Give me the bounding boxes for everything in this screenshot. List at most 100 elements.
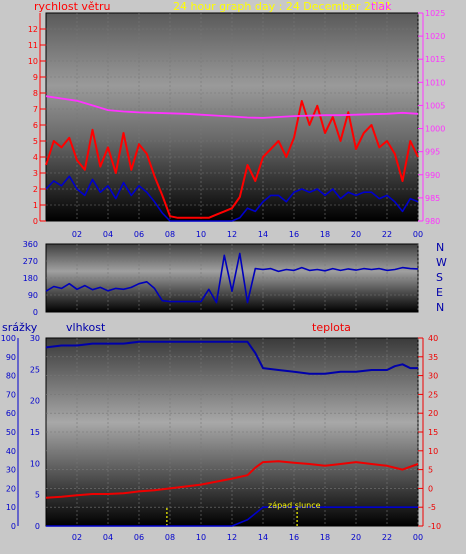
panel-3-temp-tick--10: -10: [428, 522, 441, 531]
panel-1-xtick-18: 18: [320, 230, 330, 239]
panel-1-xtick-00: 00: [413, 230, 423, 239]
panel-1-grid: [46, 13, 419, 221]
panel-1-xtick-16: 16: [289, 230, 299, 239]
panel-2-ytick-90: 90: [28, 291, 38, 300]
panel-3-humidity-tick-25: 25: [30, 365, 40, 374]
panel-3-temp-tick--5: -5: [428, 503, 436, 512]
panel-3-rain-tick-70: 70: [6, 390, 16, 399]
compass-label-0: N: [436, 241, 444, 254]
panel-3-temp-tick-35: 35: [428, 353, 438, 362]
temperature-line: [45, 460, 419, 499]
panel-1-ytick-6: 6: [33, 121, 38, 130]
chart-3-ylabel: srážky: [2, 321, 38, 334]
rain-line: [46, 506, 418, 527]
tick-labels: 02 04 06 08 10 12 14 16 18 20 22 000123456789101112…: [1, 9, 447, 542]
panel-3-xtick-20: 20: [351, 533, 361, 542]
panel-1-y2tick-980: 980: [425, 217, 440, 226]
panel-3-humidity-tick-20: 20: [30, 397, 40, 406]
panel-2-grid: [46, 244, 419, 312]
panel-2-ytick-0: 0: [33, 308, 38, 317]
panel-3-rain-tick-80: 80: [6, 372, 16, 381]
panel-1-xtick-12: 12: [227, 230, 237, 239]
chart-1-title: 24 hour graph day : 24 December 2021: [173, 0, 392, 13]
panel-3-xtick-08: 08: [165, 533, 175, 542]
panel-3-temp-tick-40: 40: [428, 334, 438, 343]
panel-1-ytick-12: 12: [28, 25, 38, 34]
panel-1-xtick-10: 10: [196, 230, 206, 239]
panel-3-temp-tick-20: 20: [428, 409, 438, 418]
wind-speed-line: [45, 175, 419, 222]
panel-1-ytick-10: 10: [28, 57, 38, 66]
panel-3-xtick-10: 10: [196, 533, 206, 542]
panel-3-temp-tick-15: 15: [428, 428, 438, 437]
panel-1-ytick-8: 8: [33, 89, 38, 98]
panel-1-ytick-7: 7: [33, 105, 38, 114]
panel-3-temp-tick-10: 10: [428, 447, 438, 456]
panel-1-xtick-02: 02: [72, 230, 82, 239]
panel-1-y2tick-1000: 1000: [425, 125, 445, 134]
panel-3-temp-tick-5: 5: [428, 466, 433, 475]
panel-3-xtick-18: 18: [320, 533, 330, 542]
panel-3-temp-tick-30: 30: [428, 372, 438, 381]
panel-3-xtick-12: 12: [227, 533, 237, 542]
panel-1-ytick-9: 9: [33, 73, 38, 82]
panel-1-ytick-0: 0: [33, 217, 38, 226]
panel-2-ytick-360: 360: [23, 240, 38, 249]
panel-1-ytick-11: 11: [28, 41, 38, 50]
wind-gust-line: [45, 100, 419, 219]
panel-3-humidity-tick-0: 0: [35, 522, 40, 531]
panel-2-ytick-180: 180: [23, 274, 38, 283]
panel-3-rain-tick-60: 60: [6, 409, 16, 418]
panel-3-rain-tick-10: 10: [6, 503, 16, 512]
panel-2-ytick-270: 270: [23, 257, 38, 266]
panel-3-xtick-22: 22: [382, 533, 392, 542]
panel-3-rain-tick-100: 100: [1, 334, 16, 343]
panel-3-xtick-02: 02: [72, 533, 82, 542]
compass-label-2: S: [436, 271, 443, 284]
panel-3-xtick-04: 04: [103, 533, 113, 542]
panel-1-ytick-2: 2: [33, 185, 38, 194]
wind-direction-line: [45, 252, 419, 304]
panel-1-y2tick-1005: 1005: [425, 101, 445, 110]
chart-1-ylabel: rychlost větru: [34, 0, 110, 13]
sunset-annotation: západ slunce: [268, 501, 321, 510]
chart-3-humidity-label: vlhkost: [66, 321, 106, 334]
compass-label-1: W: [436, 256, 447, 269]
chart-3-y2label: teplota: [312, 321, 351, 334]
panel-1-y2tick-985: 985: [425, 194, 440, 203]
panel-1-xtick-04: 04: [103, 230, 113, 239]
panel-1-xtick-06: 06: [134, 230, 144, 239]
panel-1-y2tick-990: 990: [425, 171, 440, 180]
panel-3-xtick-14: 14: [258, 533, 268, 542]
panel-1-ytick-1: 1: [33, 201, 38, 210]
panel-1-y2tick-995: 995: [425, 148, 440, 157]
panel-1-xtick-22: 22: [382, 230, 392, 239]
panel-1-y2tick-1015: 1015: [425, 55, 445, 64]
compass-label-3: E: [436, 286, 443, 299]
panel-3-xtick-00: 00: [413, 533, 423, 542]
panel-3-humidity-tick-10: 10: [30, 459, 40, 468]
panel-3-xtick-06: 06: [134, 533, 144, 542]
panel-3-rain-tick-20: 20: [6, 484, 16, 493]
panel-3-rain-tick-30: 30: [6, 466, 16, 475]
panel-3-temp-tick-0: 0: [428, 484, 433, 493]
panel-1-ytick-3: 3: [33, 169, 38, 178]
panel-3-rain-tick-0: 0: [11, 522, 16, 531]
panel-3-rain-tick-90: 90: [6, 353, 16, 362]
panel-1-ytick-4: 4: [33, 153, 38, 162]
panel-3-humidity-tick-30: 30: [30, 334, 40, 343]
panel-1-xtick-14: 14: [258, 230, 268, 239]
panel-1-y2tick-1010: 1010: [425, 78, 445, 87]
panel-3-rain-tick-50: 50: [6, 428, 16, 437]
panel-3-temp-tick-25: 25: [428, 390, 438, 399]
chart-1-y2label: tlak: [371, 0, 392, 13]
panel-1-xtick-08: 08: [165, 230, 175, 239]
chart-marks: [45, 95, 419, 527]
panel-3-humidity-tick-5: 5: [35, 491, 40, 500]
panel-3-xtick-16: 16: [289, 533, 299, 542]
panel-3-rain-tick-40: 40: [6, 447, 16, 456]
panel-3-humidity-tick-15: 15: [30, 428, 40, 437]
panel-1-y2tick-1020: 1020: [425, 32, 445, 41]
panel-1-y2tick-1025: 1025: [425, 9, 445, 18]
